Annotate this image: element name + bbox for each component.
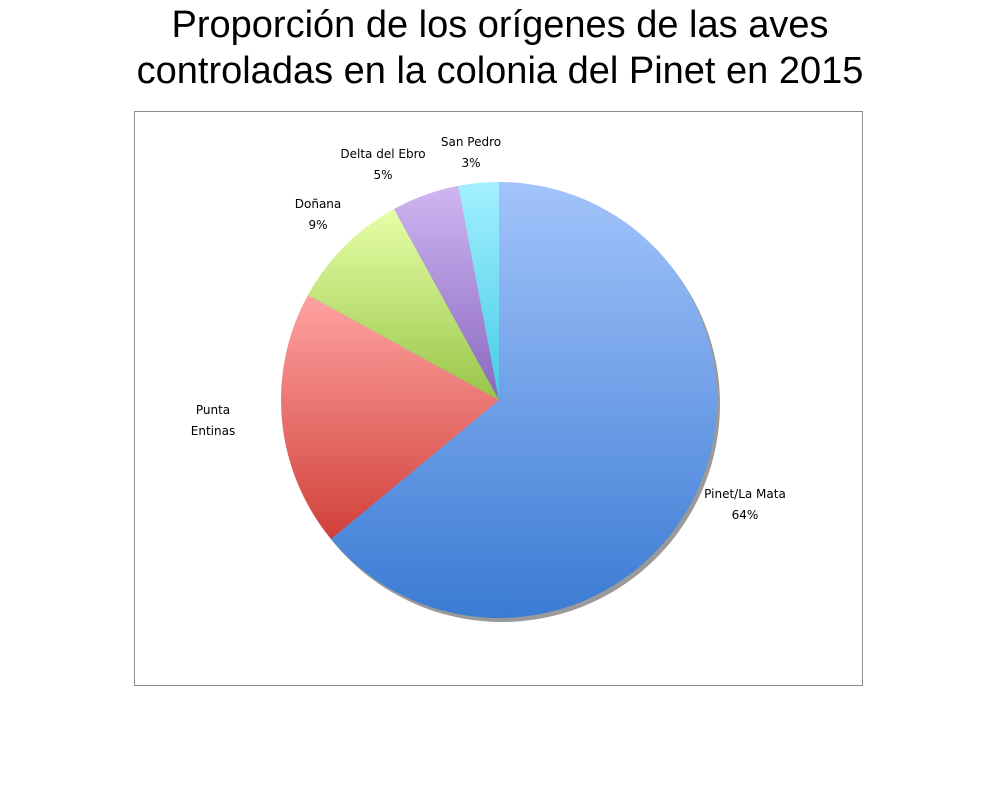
slice-labels: Pinet/La Mata 64% Punta Entinas Doñana 9% Delt… xyxy=(191,135,786,522)
slice-label: Delta del Ebro 5% xyxy=(340,147,425,182)
slice-label: Punta Entinas xyxy=(191,403,235,438)
pie-slice-doñana xyxy=(307,208,499,400)
slice-label: San Pedro 3% xyxy=(441,135,501,170)
pie-slice-pinet-la-mata xyxy=(331,182,718,618)
slice-label: Pinet/La Mata 64% xyxy=(704,487,786,522)
chart-title-line-2: controladas en la colonia del Pinet en 2… xyxy=(136,50,864,92)
pie-slice-san-pedro xyxy=(458,181,499,400)
chart-title-line-1: Proporción de los orígenes de las aves xyxy=(171,4,829,46)
pie-slice-punta-entinas xyxy=(281,294,499,539)
pie-slices xyxy=(281,181,718,618)
chart-title: Proporción de los orígenes de las aves c… xyxy=(0,2,1000,94)
plot-area-frame xyxy=(134,111,863,686)
slice-label: Doñana 9% xyxy=(295,197,342,232)
pie-slice-delta-del-ebro xyxy=(393,185,499,400)
